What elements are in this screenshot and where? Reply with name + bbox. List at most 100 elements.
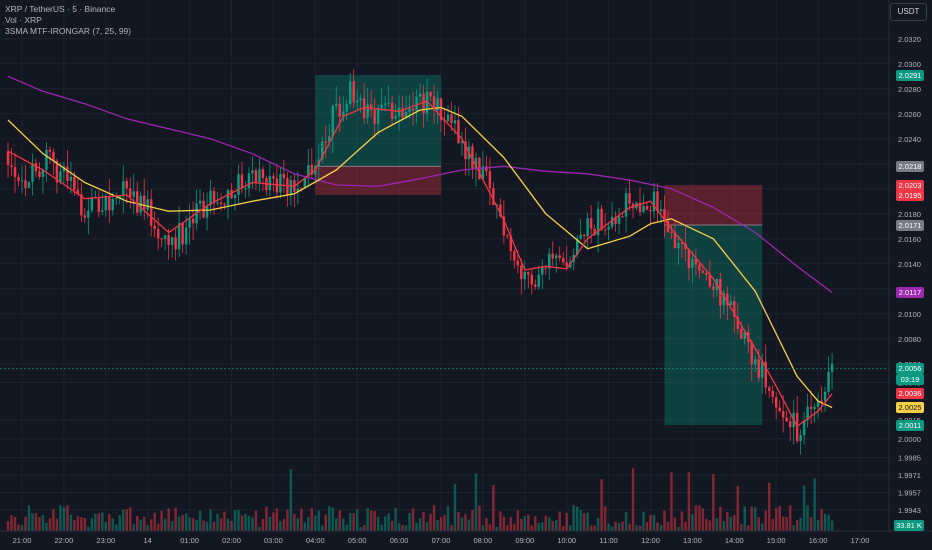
candle-body [788,421,792,427]
volume-bar [125,509,128,531]
volume-bar [537,522,540,531]
volume-bar [233,510,237,531]
volume-bar [575,506,579,531]
volume-bar [286,509,289,531]
candle-body [226,189,230,206]
price-tick-label: 2.0080 [898,335,921,344]
candle-body [523,271,527,280]
volume-bar [177,516,181,531]
volume-bar [823,513,827,531]
volume-indicator-title[interactable]: Vol · XRP [5,15,42,25]
volume-bar [390,520,394,531]
candle-body [352,81,355,103]
volume-bar [401,525,404,531]
time-tick-label: 14 [144,536,152,545]
candle-body [48,149,52,152]
candle-body [589,218,593,229]
candle-body [31,163,34,182]
volume-bar [282,518,286,531]
volume-bar [523,516,527,531]
currency-button[interactable]: USDT [890,3,927,21]
candle-body [600,208,603,230]
time-tick-label: 06:00 [390,536,409,545]
volume-bar [467,519,471,531]
volume-bar [481,525,485,531]
long-position-stop-zone [315,166,441,195]
volume-bar [328,506,331,531]
volume-bar [314,515,317,531]
volume-bar [666,521,670,531]
candle-body [167,235,170,245]
volume-bar [10,515,13,531]
volume-bar [129,507,132,531]
candle-body [13,167,17,178]
time-tick-label: 01:00 [180,536,199,545]
time-tick-label: 02:00 [222,536,241,545]
candle-body [506,235,509,237]
volume-bar [795,520,799,531]
candle-body [488,171,492,189]
candle-body [331,105,334,137]
volume-bar [827,514,830,531]
candle-body [408,108,411,112]
volume-bar [307,517,310,531]
volume-bar [38,517,41,531]
candle-body [324,141,327,143]
candle-body [369,104,373,110]
volume-bar [778,506,781,531]
volume-bar [488,524,492,531]
candle-body [425,91,429,114]
volume-bar [422,511,425,531]
sma-indicator-title[interactable]: 3SMA MTF-IRONGAR (7, 25, 99) [5,26,132,36]
price-axis-label: 33.81 K [894,520,924,531]
volume-bar [464,514,467,531]
volume-bar [754,507,757,531]
volume-bar [198,510,202,531]
candle-body [827,371,830,392]
volume-bar [607,523,610,531]
candle-body [321,141,324,160]
volume-bar [558,511,561,531]
volume-bar [771,518,774,531]
volume-bar [163,518,167,531]
candle-body [6,151,10,165]
volume-bar [324,514,327,531]
price-tick-label: 1.9957 [898,489,921,498]
volume-bar [471,509,474,531]
volume-bar [589,525,593,531]
volume-bar [708,520,712,531]
volume-bar [275,508,279,531]
candle-body [684,243,687,250]
candle-body [174,237,177,250]
candle-body [254,170,258,183]
price-tick-label: 2.0260 [898,110,921,119]
volume-bar [62,506,66,531]
volume-bar [300,508,303,531]
candle-body [373,109,376,124]
volume-bar [548,517,551,531]
volume-bar [659,524,663,531]
volume-bar [722,521,726,531]
volume-bar [188,517,191,531]
candle-body [397,107,401,117]
candle-body [279,173,282,193]
candle-body [177,223,181,250]
candle-body [125,181,128,189]
volume-bar [31,513,34,531]
volume-bar [684,521,687,531]
volume-bar [149,519,153,531]
volume-bar [352,513,355,531]
candle-body [160,238,163,240]
symbol-title[interactable]: XRP / TetherUS · 5 · Binance [5,4,116,14]
volume-bar [764,510,767,531]
candle-body [544,267,547,269]
candle-body [740,328,743,340]
volume-bar [303,522,307,531]
candle-body [663,209,666,222]
volume-bar [677,526,680,531]
candle-body [450,114,453,124]
candle-body [593,228,596,236]
candle-body [722,293,726,306]
candle-body [579,234,582,239]
